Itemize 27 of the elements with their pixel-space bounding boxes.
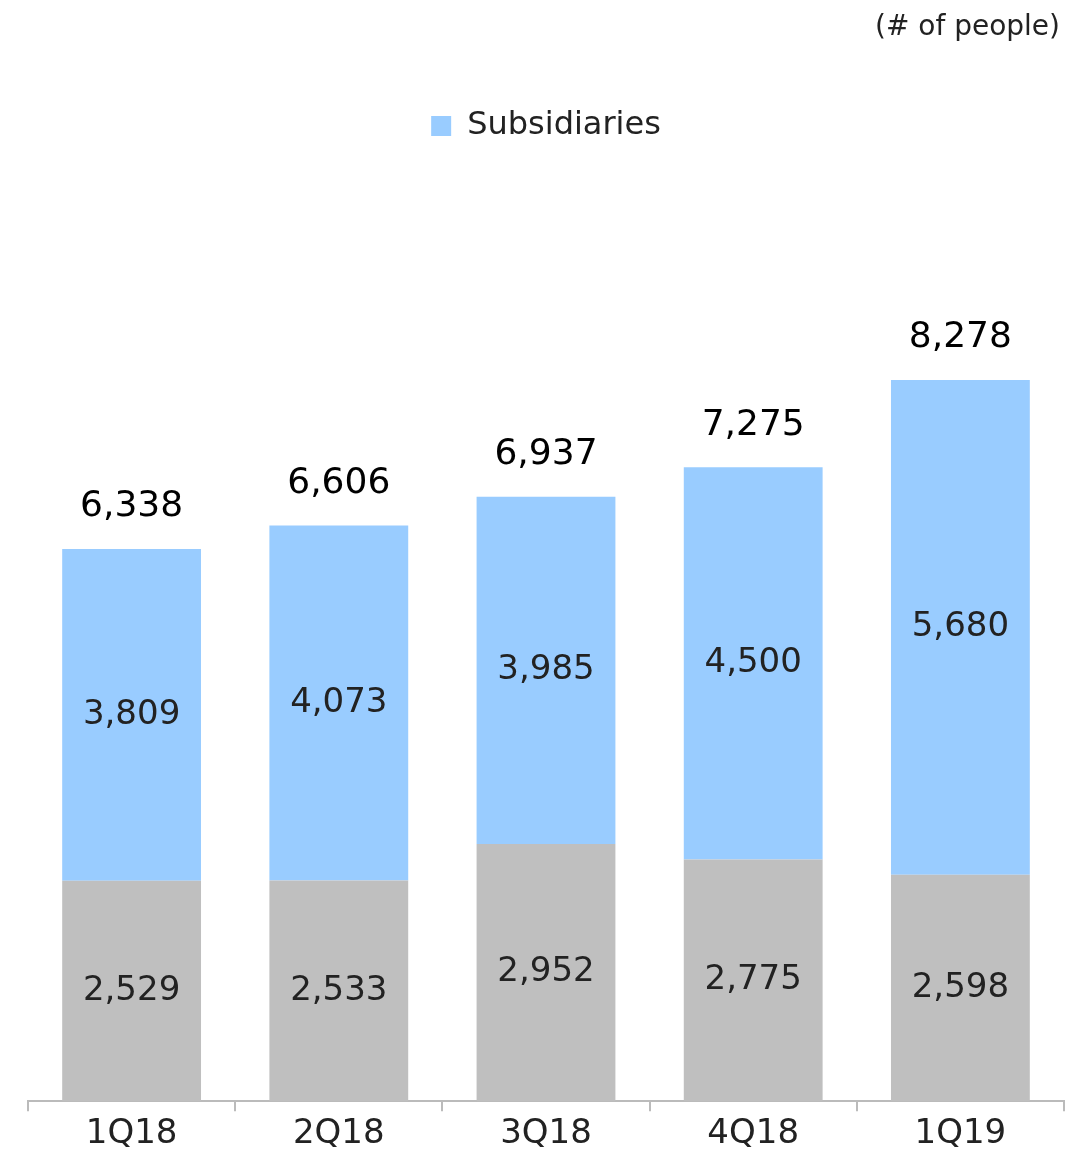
data-label: 2,775 [704,957,802,998]
data-label: 4,073 [290,679,388,720]
total-label: 6,937 [494,431,598,473]
total-label: 7,275 [701,401,805,443]
data-label: 2,529 [82,967,181,1008]
data-label: 3,985 [497,647,595,688]
data-label: 4,500 [704,640,802,681]
x-tick-label: 3Q18 [500,1111,592,1152]
total-label: 6,606 [287,459,391,501]
total-label: 8,278 [908,314,1012,356]
x-tick-label: 1Q19 [914,1111,1007,1152]
bar [890,379,1030,875]
bar [62,548,202,881]
data-label: 3,809 [82,691,181,732]
bar [269,525,409,881]
bar [476,496,616,844]
data-label: 2,952 [497,949,595,990]
data-label: 2,598 [911,964,1010,1005]
total-label: 6,338 [80,483,184,525]
x-tick-label: 2Q18 [292,1111,385,1152]
x-tick-label: 1Q18 [85,1111,178,1152]
x-tick-label: 4Q18 [707,1111,800,1152]
data-label: 5,680 [911,604,1010,645]
legend-label: Subsidiaries [467,104,661,143]
data-label: 2,533 [290,967,388,1008]
text: (# of people) [874,9,1060,43]
bar [683,467,823,860]
